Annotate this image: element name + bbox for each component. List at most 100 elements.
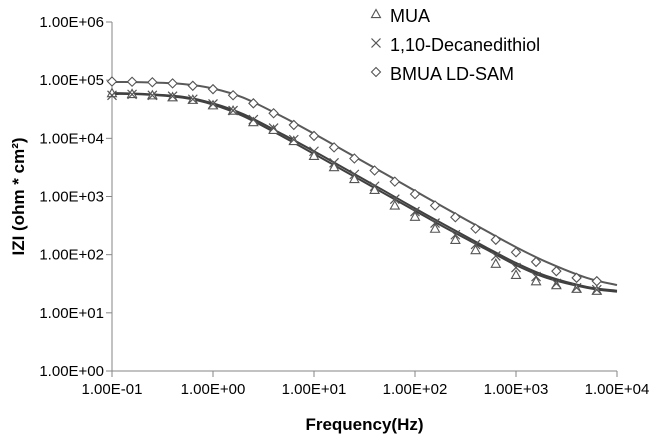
- point-mua: [268, 124, 280, 134]
- x-tick-label: 1.00E+00: [181, 381, 246, 398]
- point-1-10-decanedithiol: [430, 218, 440, 228]
- fit-curves: [111, 80, 618, 293]
- point-mua: [348, 173, 360, 184]
- point-1-10-decanedithiol: [187, 94, 198, 105]
- point-bmua-ld-sam: [167, 78, 178, 89]
- point-bmua-ld-sam: [470, 223, 481, 234]
- point-bmua-ld-sam: [106, 76, 118, 87]
- point-1-10-decanedithiol: [389, 194, 400, 205]
- y-axis-title: IZI (ohm * cm²): [9, 137, 28, 255]
- point-1-10-decanedithiol: [531, 271, 541, 282]
- point-bmua-ld-sam: [551, 265, 562, 277]
- point-1-10-decanedithiol-stroke: [470, 239, 481, 250]
- point-1-10-decanedithiol-stroke: [389, 194, 400, 205]
- y-tick-label: 1.00E+06: [39, 14, 104, 31]
- legend: MUA 1,10-Decanedithiol BMUA LD-SAM: [370, 6, 540, 84]
- point-1-10-decanedithiol: [470, 239, 481, 250]
- legend-label-bmua-ld-sam: BMUA LD-SAM: [390, 64, 514, 84]
- point-mua: [409, 211, 421, 221]
- point-mua: [429, 223, 441, 233]
- point-1-10-decanedithiol: [167, 91, 178, 102]
- point-mua: [470, 244, 482, 255]
- point-1-10-decanedithiol: [329, 157, 339, 168]
- point-1-10-decanedithiol-stroke: [147, 90, 158, 101]
- point-1-10-decanedithiol: [228, 105, 238, 116]
- y-tick-label: 1.00E+01: [39, 305, 104, 322]
- y-tick-label: 1.00E+05: [39, 72, 104, 89]
- legend-label-mua: MUA: [390, 6, 430, 26]
- y-tick-label: 1.00E+04: [39, 130, 104, 147]
- point-1-10-decanedithiol: [248, 114, 259, 125]
- point-1-10-decanedithiol: [410, 206, 420, 217]
- point-bmua-ld-sam: [349, 153, 360, 164]
- data-points: [106, 76, 603, 295]
- point-1-10-decanedithiol: [571, 282, 582, 293]
- point-1-10-decanedithiol-stroke: [591, 284, 602, 295]
- point-bmua-ld-sam: [207, 83, 219, 95]
- point-1-10-decanedithiol-stroke: [450, 229, 461, 240]
- point-bmua-ld-sam: [389, 176, 401, 187]
- axes: [111, 22, 617, 372]
- y-tick-label: 1.00E+00: [39, 363, 104, 380]
- point-mua: [510, 269, 522, 279]
- y-tick-label: 1.00E+02: [39, 247, 104, 264]
- point-bmua-ld-sam: [409, 188, 421, 200]
- fit-curve-mua: [111, 92, 618, 293]
- point-1-10-decanedithiol-stroke: [430, 218, 440, 228]
- point-mua: [126, 88, 138, 99]
- x-tick-label: 1.00E+03: [484, 381, 549, 398]
- point-1-10-decanedithiol: [511, 262, 521, 273]
- point-1-10-decanedithiol-stroke: [369, 181, 380, 192]
- point-mua: [308, 150, 320, 160]
- point-bmua-ld-sam: [369, 165, 380, 176]
- point-bmua-ld-sam: [328, 142, 340, 153]
- point-1-10-decanedithiol: [369, 181, 380, 192]
- x-tick-label: 1.00E+01: [282, 381, 347, 398]
- legend-marker-x: [371, 38, 381, 48]
- point-bmua-ld-sam: [591, 275, 603, 287]
- point-1-10-decanedithiol-stroke: [288, 134, 299, 145]
- point-1-10-decanedithiol-stroke: [490, 251, 501, 261]
- point-mua: [449, 234, 461, 244]
- point-1-10-decanedithiol: [107, 90, 117, 101]
- fit-curve-bmua-ld-sam: [111, 80, 618, 287]
- legend-marker-bmua-ld-sam: [370, 66, 382, 78]
- point-1-10-decanedithiol-stroke: [208, 99, 218, 109]
- point-bmua-ld-sam: [227, 89, 239, 101]
- legend-marker-mua: [370, 8, 382, 19]
- legend-marker-1-10-decanedithiol-stroke: [371, 38, 381, 48]
- point-1-10-decanedithiol: [309, 146, 319, 157]
- point-1-10-decanedithiol: [450, 229, 461, 240]
- point-1-10-decanedithiol: [591, 284, 602, 295]
- point-1-10-decanedithiol-stroke: [107, 90, 117, 101]
- point-1-10-decanedithiol: [268, 123, 279, 134]
- point-bmua-ld-sam: [450, 211, 461, 223]
- legend-item-decanedithiol: 1,10-Decanedithiol: [371, 35, 540, 55]
- fit-curve-1-10-decanedithiol: [111, 92, 618, 292]
- point-bmua-ld-sam: [187, 80, 199, 92]
- x-axis-title: Frequency(Hz): [305, 415, 423, 434]
- point-bmua-ld-sam: [288, 119, 300, 131]
- point-1-10-decanedithiol-stroke: [531, 271, 541, 282]
- point-1-10-decanedithiol: [127, 89, 137, 100]
- point-1-10-decanedithiol: [288, 134, 299, 145]
- point-bmua-ld-sam: [147, 76, 158, 88]
- point-1-10-decanedithiol-stroke: [268, 123, 279, 134]
- point-1-10-decanedithiol-stroke: [167, 91, 178, 102]
- x-tick-label: 1.00E+04: [585, 381, 650, 398]
- point-1-10-decanedithiol: [208, 99, 218, 109]
- x-tick-label: 1.00E+02: [383, 381, 448, 398]
- point-mua: [490, 258, 502, 268]
- legend-item-bmua-ld-sam: BMUA LD-SAM: [370, 64, 514, 84]
- point-mua: [369, 184, 381, 195]
- y-tick-labels: 1.00E+00 1.00E+01 1.00E+02 1.00E+03 1.00E+04…: [39, 14, 104, 380]
- point-1-10-decanedithiol-stroke: [228, 105, 238, 116]
- point-1-10-decanedithiol-stroke: [511, 262, 521, 273]
- point-bmua-ld-sam: [248, 98, 259, 109]
- x-tick-labels: 1.00E-01 1.00E+00 1.00E+01 1.00E+02 1.00E+03…: [82, 381, 650, 398]
- point-1-10-decanedithiol-stroke: [248, 114, 259, 125]
- legend-marker-diamond: [370, 66, 382, 78]
- point-1-10-decanedithiol-stroke: [410, 206, 420, 217]
- x-tick-label: 1.00E-01: [82, 381, 143, 398]
